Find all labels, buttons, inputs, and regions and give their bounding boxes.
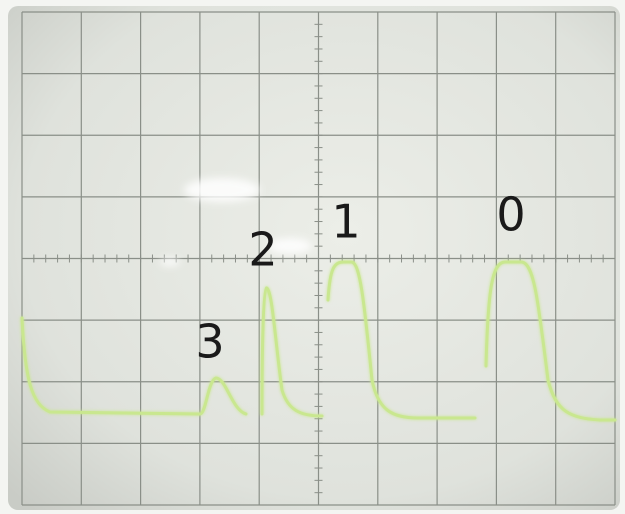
peak-label: 3 (195, 315, 224, 369)
peak-label: 1 (331, 195, 360, 249)
reflections (160, 178, 312, 266)
graticule (21, 11, 616, 506)
peak-label: 2 (248, 223, 277, 277)
trace (20, 260, 617, 422)
peak-label: 0 (496, 188, 525, 242)
